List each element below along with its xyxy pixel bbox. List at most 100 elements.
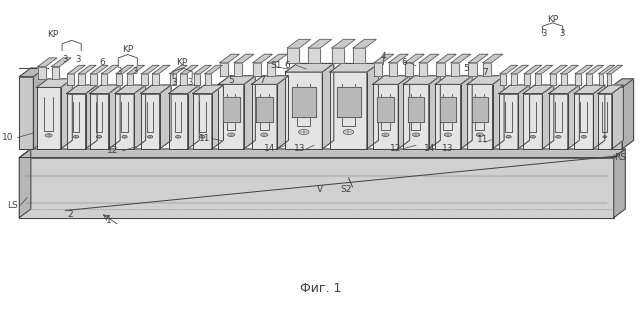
Polygon shape (435, 76, 472, 84)
Text: 3: 3 (116, 67, 122, 76)
Polygon shape (168, 85, 199, 94)
Text: 12: 12 (108, 146, 119, 155)
Text: LS: LS (8, 201, 19, 210)
Polygon shape (403, 76, 440, 84)
Polygon shape (90, 85, 120, 94)
Polygon shape (220, 63, 228, 76)
Polygon shape (33, 68, 45, 149)
Polygon shape (548, 85, 579, 94)
Polygon shape (435, 84, 461, 149)
Polygon shape (575, 65, 593, 74)
Polygon shape (193, 85, 223, 94)
Polygon shape (205, 65, 222, 74)
Polygon shape (188, 85, 199, 149)
Polygon shape (141, 85, 171, 94)
Polygon shape (90, 94, 109, 149)
Text: 4: 4 (380, 52, 386, 61)
Polygon shape (127, 65, 145, 74)
Polygon shape (511, 65, 529, 74)
Polygon shape (168, 94, 188, 149)
Polygon shape (499, 94, 518, 149)
Polygon shape (36, 87, 61, 149)
Polygon shape (611, 79, 634, 87)
Polygon shape (220, 54, 239, 63)
Polygon shape (253, 54, 273, 63)
Polygon shape (483, 63, 491, 76)
Text: 3: 3 (559, 29, 564, 38)
Polygon shape (116, 65, 134, 74)
Polygon shape (429, 76, 440, 149)
Polygon shape (440, 97, 456, 122)
Text: 14: 14 (424, 144, 436, 153)
Polygon shape (535, 74, 541, 85)
Polygon shape (234, 63, 243, 76)
Polygon shape (607, 74, 611, 85)
Polygon shape (388, 54, 408, 63)
Polygon shape (542, 85, 554, 149)
Polygon shape (38, 66, 45, 79)
Polygon shape (518, 85, 530, 149)
Polygon shape (67, 74, 74, 85)
Polygon shape (451, 63, 459, 76)
Polygon shape (500, 74, 506, 85)
Polygon shape (194, 65, 211, 74)
Polygon shape (101, 74, 108, 85)
Polygon shape (193, 94, 212, 149)
Polygon shape (323, 63, 334, 149)
Polygon shape (614, 149, 625, 218)
Polygon shape (436, 54, 456, 63)
Polygon shape (61, 79, 72, 149)
Polygon shape (277, 76, 289, 149)
Polygon shape (337, 87, 361, 117)
Text: KP: KP (47, 30, 58, 39)
Polygon shape (622, 79, 634, 149)
Polygon shape (67, 65, 85, 74)
Polygon shape (19, 77, 33, 149)
Polygon shape (367, 63, 378, 149)
Polygon shape (223, 97, 239, 122)
Polygon shape (468, 63, 477, 76)
Polygon shape (524, 85, 554, 94)
Polygon shape (170, 74, 175, 85)
Polygon shape (483, 54, 502, 63)
Polygon shape (575, 74, 581, 85)
Polygon shape (268, 54, 287, 63)
Polygon shape (152, 65, 170, 74)
Polygon shape (561, 74, 567, 85)
Polygon shape (586, 74, 592, 85)
Polygon shape (330, 72, 367, 149)
Text: 10: 10 (2, 133, 13, 142)
Polygon shape (561, 65, 578, 74)
Polygon shape (19, 158, 614, 218)
Polygon shape (134, 85, 146, 149)
Polygon shape (287, 48, 299, 63)
Polygon shape (607, 65, 623, 74)
Polygon shape (511, 74, 517, 85)
Polygon shape (285, 72, 323, 149)
Polygon shape (170, 65, 187, 74)
Text: 13: 13 (442, 144, 454, 153)
Polygon shape (244, 76, 255, 149)
Polygon shape (524, 74, 531, 85)
Polygon shape (372, 76, 410, 84)
Polygon shape (598, 65, 614, 74)
Polygon shape (388, 63, 397, 76)
Polygon shape (116, 74, 122, 85)
Text: KP: KP (176, 58, 187, 67)
Text: Фиг. 1: Фиг. 1 (300, 282, 341, 295)
Text: 12: 12 (390, 144, 401, 153)
Polygon shape (141, 65, 159, 74)
Polygon shape (593, 85, 605, 149)
Polygon shape (256, 97, 273, 122)
Polygon shape (287, 40, 310, 48)
Polygon shape (268, 63, 275, 76)
Polygon shape (472, 97, 488, 122)
Polygon shape (253, 63, 261, 76)
Polygon shape (372, 84, 398, 149)
Polygon shape (285, 63, 334, 72)
Polygon shape (586, 65, 604, 74)
Polygon shape (598, 94, 612, 149)
Polygon shape (436, 63, 445, 76)
Text: 6: 6 (99, 58, 105, 67)
Polygon shape (159, 85, 171, 149)
